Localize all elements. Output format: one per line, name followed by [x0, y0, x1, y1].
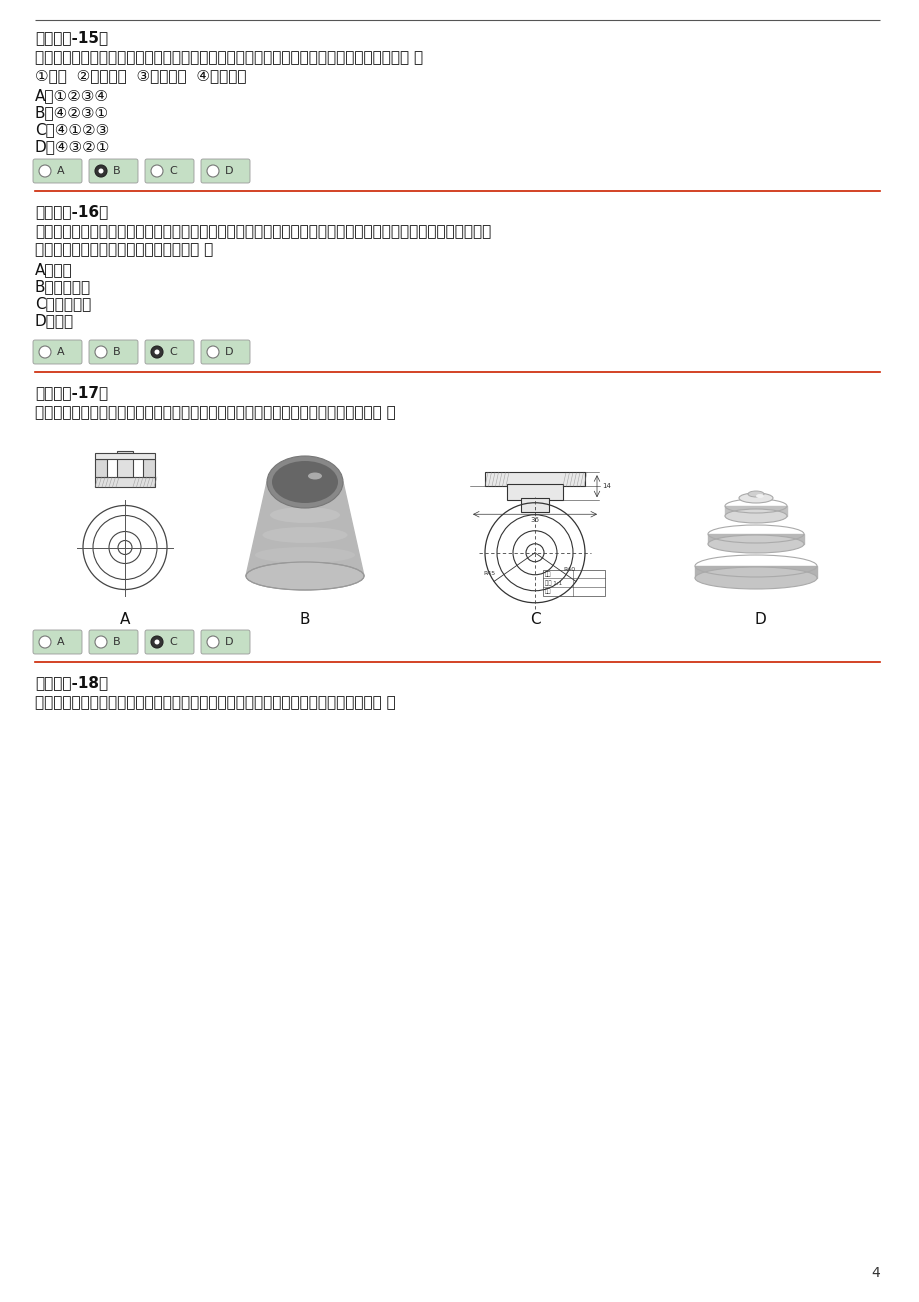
- Circle shape: [39, 346, 51, 358]
- FancyBboxPatch shape: [33, 159, 82, 184]
- FancyBboxPatch shape: [33, 630, 82, 654]
- Ellipse shape: [262, 527, 347, 543]
- Text: 36: 36: [530, 517, 539, 523]
- Text: D．④③②①: D．④③②①: [35, 139, 110, 154]
- Text: B．口头语言: B．口头语言: [35, 279, 91, 294]
- Text: 如图所示为某款台灯的主视图、俧视图以及部分尺寸标注。该台灯圆形底座的直径为（ ）: 如图所示为某款台灯的主视图、俧视图以及部分尺寸标注。该台灯圆形底座的直径为（ ）: [35, 695, 395, 710]
- Text: B: B: [113, 348, 120, 357]
- Bar: [95, 477, 154, 487]
- Polygon shape: [724, 506, 786, 516]
- Text: A: A: [57, 348, 64, 357]
- Bar: [95, 460, 107, 477]
- Text: B: B: [300, 612, 311, 628]
- Text: 技术语言是一种在技术活动中进行信息交流的特有的语言形式，下列哪种技术语言是沟通设计和生产之间的桥梁，: 技术语言是一种在技术活动中进行信息交流的特有的语言形式，下列哪种技术语言是沟通设…: [35, 224, 491, 240]
- FancyBboxPatch shape: [145, 630, 194, 654]
- Ellipse shape: [724, 509, 786, 523]
- FancyBboxPatch shape: [200, 340, 250, 365]
- Bar: [142, 460, 154, 477]
- Ellipse shape: [255, 547, 355, 562]
- Bar: [484, 473, 584, 486]
- Text: D．模型: D．模型: [35, 312, 74, 328]
- Text: D: D: [754, 612, 766, 628]
- Text: 工作人员完成了一个零件的设计，并绘制了各种图样，下图中符合机械加工要求的是（ ）: 工作人员完成了一个零件的设计，并绘制了各种图样，下图中符合机械加工要求的是（ ）: [35, 405, 395, 421]
- Ellipse shape: [267, 456, 343, 508]
- FancyBboxPatch shape: [33, 340, 82, 365]
- Text: R45: R45: [482, 570, 494, 575]
- Text: C．④①②③: C．④①②③: [35, 122, 109, 137]
- Text: D: D: [225, 637, 233, 647]
- Text: B．④②③①: B．④②③①: [35, 105, 109, 120]
- Circle shape: [151, 635, 163, 648]
- Text: A．①②③④: A．①②③④: [35, 89, 108, 103]
- Circle shape: [207, 346, 219, 358]
- Bar: [117, 450, 133, 477]
- Bar: [506, 484, 562, 500]
- Circle shape: [154, 349, 159, 354]
- Text: D: D: [225, 165, 233, 176]
- Text: 比例 1:1: 比例 1:1: [544, 581, 562, 586]
- Bar: [520, 499, 549, 512]
- Ellipse shape: [747, 491, 763, 497]
- Circle shape: [207, 635, 219, 648]
- FancyBboxPatch shape: [145, 159, 194, 184]
- Text: C: C: [529, 612, 540, 628]
- Polygon shape: [708, 534, 803, 544]
- Circle shape: [207, 165, 219, 177]
- Circle shape: [154, 639, 159, 644]
- FancyBboxPatch shape: [89, 159, 138, 184]
- Text: 名称: 名称: [544, 572, 550, 577]
- Text: C: C: [169, 637, 176, 647]
- FancyBboxPatch shape: [200, 630, 250, 654]
- FancyBboxPatch shape: [89, 630, 138, 654]
- Text: 《单选题-18》: 《单选题-18》: [35, 674, 108, 690]
- Ellipse shape: [708, 535, 803, 553]
- FancyBboxPatch shape: [145, 340, 194, 365]
- Text: C: C: [169, 348, 176, 357]
- Circle shape: [98, 168, 103, 173]
- Circle shape: [95, 635, 107, 648]
- Text: 汽车的车体都是由金属材料制作而成，制作工艺非常复杂，其中金属材料划线的一般步骤为（ ）: 汽车的车体都是由金属材料制作而成，制作工艺非常复杂，其中金属材料划线的一般步骤为…: [35, 49, 423, 65]
- Ellipse shape: [755, 493, 763, 497]
- Text: A: A: [119, 612, 130, 628]
- Polygon shape: [694, 566, 816, 578]
- Text: 《单选题-16》: 《单选题-16》: [35, 204, 108, 219]
- Text: C．技术图样: C．技术图样: [35, 296, 91, 311]
- Ellipse shape: [269, 506, 340, 523]
- Text: 4: 4: [870, 1266, 879, 1280]
- Circle shape: [151, 346, 163, 358]
- Text: ①冲眼  ②划尺寸线  ③划轮廓线  ④划出基准: ①冲眼 ②划尺寸线 ③划轮廓线 ④划出基准: [35, 68, 246, 83]
- Circle shape: [95, 346, 107, 358]
- FancyBboxPatch shape: [200, 159, 250, 184]
- Bar: [95, 453, 154, 460]
- Ellipse shape: [245, 562, 364, 590]
- Polygon shape: [245, 482, 364, 575]
- Ellipse shape: [694, 566, 816, 589]
- Text: A．图表: A．图表: [35, 262, 73, 277]
- Text: 《单选题-17》: 《单选题-17》: [35, 385, 108, 400]
- Text: C: C: [169, 165, 176, 176]
- Text: 《单选题-15》: 《单选题-15》: [35, 30, 108, 46]
- Text: A: A: [57, 637, 64, 647]
- Text: R40: R40: [562, 566, 574, 572]
- Text: 图号: 图号: [544, 589, 550, 594]
- Circle shape: [151, 165, 163, 177]
- Text: A: A: [57, 165, 64, 176]
- Text: B: B: [113, 165, 120, 176]
- Circle shape: [39, 165, 51, 177]
- Ellipse shape: [738, 493, 772, 503]
- Text: B: B: [113, 637, 120, 647]
- Ellipse shape: [308, 473, 322, 479]
- Ellipse shape: [272, 461, 337, 503]
- FancyBboxPatch shape: [89, 340, 138, 365]
- Bar: [542, 570, 605, 596]
- Text: 是工程施工和产品加工制作的直接依据（ ）: 是工程施工和产品加工制作的直接依据（ ）: [35, 242, 213, 256]
- Circle shape: [39, 635, 51, 648]
- Circle shape: [95, 165, 107, 177]
- Text: D: D: [225, 348, 233, 357]
- Text: 14: 14: [601, 483, 610, 490]
